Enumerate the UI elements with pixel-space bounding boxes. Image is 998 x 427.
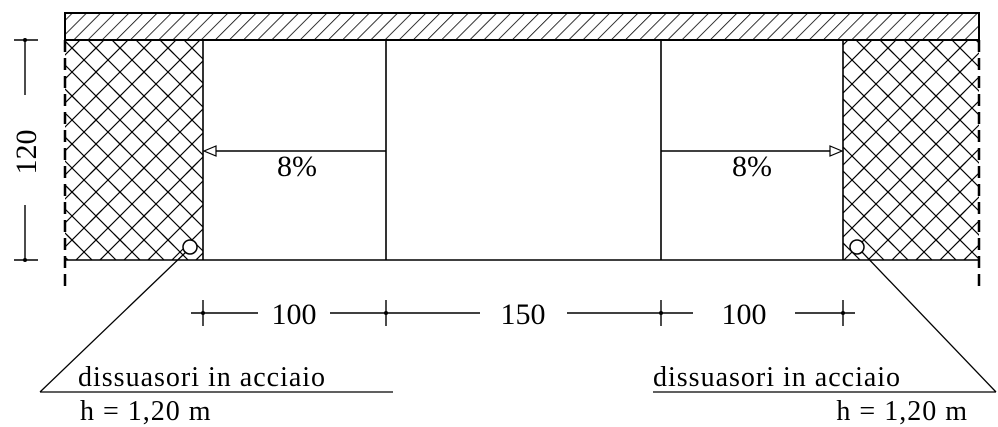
right-label-height: h = 1,20 m	[836, 396, 968, 427]
height-dimension-label: 120	[10, 130, 43, 175]
right-label-title: dissuasori in acciaio	[653, 362, 901, 393]
right-leader-line	[861, 251, 997, 393]
left-leader-line	[39, 251, 187, 393]
right-paving	[843, 40, 979, 260]
right-slope-label: 8%	[732, 150, 772, 183]
left-bollard-icon	[182, 239, 198, 255]
top-wall-hatch	[64, 12, 980, 41]
left-paving	[65, 40, 203, 260]
left-ramp-width-label: 100	[272, 298, 317, 331]
left-slope-label: 8%	[277, 150, 317, 183]
center-width-label: 150	[501, 298, 546, 331]
left-label-title: dissuasori in acciaio	[78, 362, 326, 393]
right-ramp-width-label: 100	[722, 298, 767, 331]
left-slope-arrow	[202, 145, 386, 157]
left-label-height: h = 1,20 m	[80, 396, 212, 427]
right-bollard-icon	[849, 239, 865, 255]
ramp-outline	[65, 40, 979, 261]
right-slope-arrow	[661, 145, 844, 157]
